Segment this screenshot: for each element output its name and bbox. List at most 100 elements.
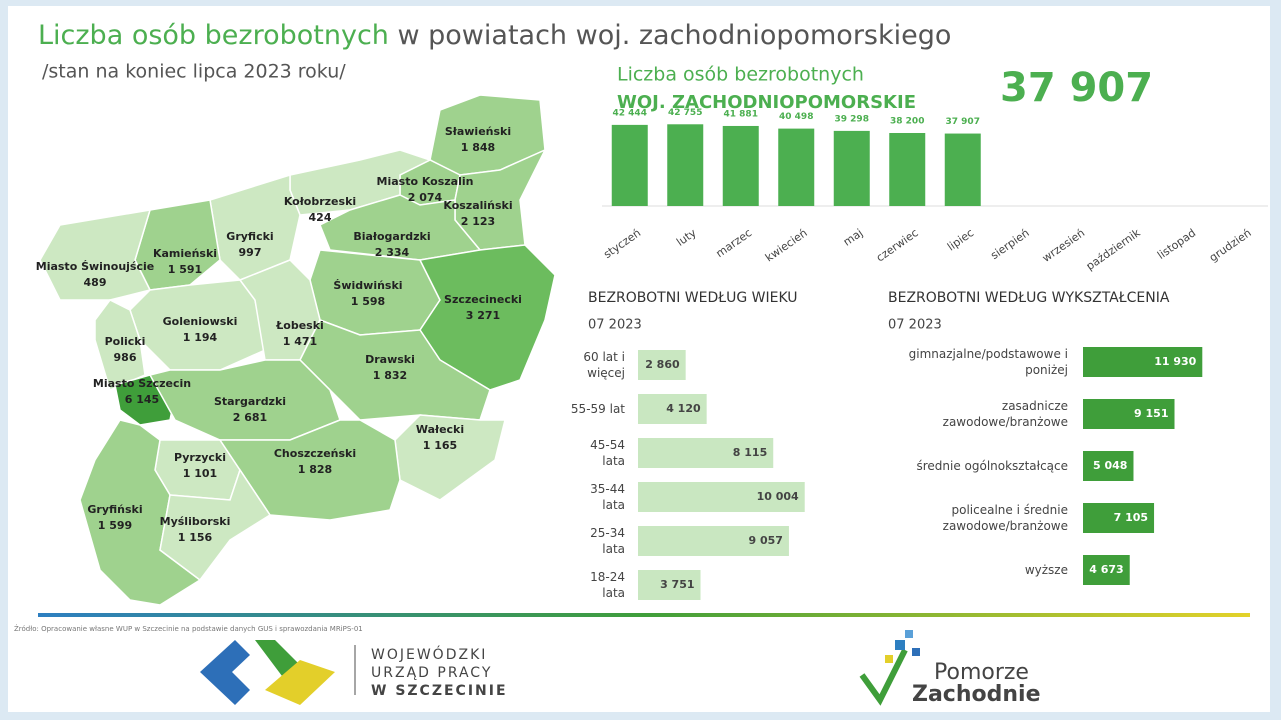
- value-label: 9 057: [748, 534, 782, 547]
- y-tick-label: 25-34 lata: [590, 526, 625, 556]
- chart-subtitle: 07 2023: [888, 318, 942, 333]
- value-label: 3 751: [660, 578, 694, 591]
- region-value: 3 271: [466, 309, 500, 322]
- value-label: 7 105: [1114, 511, 1148, 524]
- wup-line: WOJEWÓDZKI: [371, 645, 487, 663]
- bar: [667, 124, 704, 206]
- bar: [638, 482, 805, 512]
- chart-title: BEZROBOTNI WEDŁUG WIEKU: [588, 290, 798, 306]
- region-name: Myśliborski: [160, 515, 231, 528]
- brand-line: Zachodnie: [912, 682, 1041, 707]
- region-name: Łobeski: [275, 319, 324, 332]
- region-name: Koszaliński: [443, 199, 512, 212]
- region-value: 2 123: [461, 215, 495, 228]
- value-label: 10 004: [757, 490, 799, 503]
- bar: [778, 128, 815, 206]
- region-name: Kołobrzeski: [284, 195, 356, 208]
- map-region: [209, 173, 301, 281]
- region-name: Gryfiński: [87, 503, 142, 516]
- value-label: 11 930: [1154, 355, 1196, 368]
- region-value: 1 848: [461, 141, 495, 154]
- value-label: 38 200: [890, 116, 924, 126]
- region-name: Kamieński: [153, 247, 217, 260]
- region-value: 2 074: [408, 191, 443, 204]
- map-region: [159, 468, 272, 582]
- value-label: 9 151: [1134, 407, 1168, 420]
- chart-title: Liczba osób bezrobotnych: [617, 64, 864, 86]
- map-region: [319, 194, 482, 261]
- divider: [38, 613, 1250, 617]
- chart-subtitle: 07 2023: [588, 318, 642, 333]
- brand-line: Pomorze: [934, 660, 1029, 685]
- y-tick-label: średnie ogólnokształcące: [916, 459, 1068, 473]
- page-title: Liczba osób bezrobotnych w powiatach woj…: [38, 20, 951, 51]
- value-label: 5 048: [1093, 459, 1127, 472]
- region-name: Szczecinecki: [444, 293, 522, 306]
- bar: [889, 132, 926, 206]
- region-name: Policki: [105, 335, 146, 348]
- bar: [1083, 451, 1134, 481]
- title-highlight: Liczba osób bezrobotnych: [38, 20, 389, 51]
- bar: [1083, 555, 1130, 585]
- chart-title: BEZROBOTNI WEDŁUG WYKSZTAŁCENIA: [888, 290, 1170, 306]
- wup-line: W SZCZECINIE: [371, 683, 508, 699]
- bar: [722, 125, 759, 206]
- headline-value: 37 907: [1000, 65, 1153, 111]
- value-label: 42 755: [668, 108, 702, 118]
- source-note: Źródło: Opracowanie własne WUP w Szczeci…: [14, 624, 363, 633]
- bar: [638, 570, 701, 600]
- value-label: 8 115: [733, 446, 767, 459]
- region-name: Sławieński: [445, 125, 511, 138]
- region-value: 1 828: [298, 463, 332, 476]
- region-value: 1 101: [183, 467, 217, 480]
- value-label: 40 498: [779, 112, 813, 122]
- bar: [944, 133, 981, 206]
- bar: [1083, 347, 1203, 377]
- region-value: 1 156: [178, 531, 213, 544]
- wup-logo: WOJEWÓDZKI URZĄD PRACY W SZCZECINIE: [200, 640, 508, 705]
- region-value: 1 165: [423, 439, 457, 452]
- y-tick-label: 35-44 lata: [590, 482, 625, 512]
- region-name: Drawski: [365, 353, 415, 366]
- bar: [611, 124, 648, 206]
- region-name: Miasto Szczecin: [93, 377, 191, 390]
- y-tick-label: 55-59 lat: [571, 402, 625, 416]
- bar: [638, 350, 686, 380]
- region-name: Pyrzycki: [174, 451, 226, 464]
- bar: [638, 394, 707, 424]
- region-name: Miasto Świnoujście: [36, 260, 154, 273]
- value-label: 37 907: [946, 117, 980, 127]
- bar: [1083, 399, 1175, 429]
- y-tick-label: policealne i średnie zawodowe/branżowe: [943, 503, 1068, 533]
- region-value: 6 145: [125, 393, 159, 406]
- region-name: Świdwiński: [333, 279, 402, 292]
- title-rest: w powiatach woj. zachodniopomorskiego: [389, 20, 952, 51]
- bar: [833, 130, 870, 206]
- bar: [638, 438, 774, 468]
- value-label: 4 120: [666, 402, 701, 415]
- brand-logo: Pomorze Zachodnie: [859, 630, 1041, 707]
- map: Sławieński 1 848 Miasto Koszalin 2 074Kosza…: [36, 94, 556, 606]
- chart-subtitle: WOJ. ZACHODNIOPOMORSKIE: [617, 92, 916, 113]
- region-value: 997: [239, 246, 262, 259]
- region-name: Goleniowski: [163, 315, 238, 328]
- map-region: [39, 209, 152, 301]
- region-value: 424: [309, 211, 332, 224]
- region-value: 1 591: [168, 263, 202, 276]
- y-tick-label: 18-24 lata: [590, 570, 625, 600]
- value-label: 41 881: [724, 109, 758, 119]
- page-subtitle: /stan na koniec lipca 2023 roku/: [42, 61, 346, 83]
- charts: Liczba osób bezrobotnych WOJ. ZACHODNIOPO…: [571, 64, 1268, 600]
- region-value: 1 598: [351, 295, 385, 308]
- region-name: Choszczeński: [274, 447, 356, 460]
- bar: [638, 526, 789, 556]
- bar: [1083, 503, 1155, 533]
- map-region: [309, 249, 441, 336]
- region-name: Wałecki: [416, 423, 464, 436]
- region-value: 986: [114, 351, 137, 364]
- wup-line: URZĄD PRACY: [371, 665, 492, 681]
- y-tick-label: zasadnicze zawodowe/branżowe: [943, 399, 1068, 429]
- region-value: 2 681: [233, 411, 267, 424]
- region-value: 1 599: [98, 519, 132, 532]
